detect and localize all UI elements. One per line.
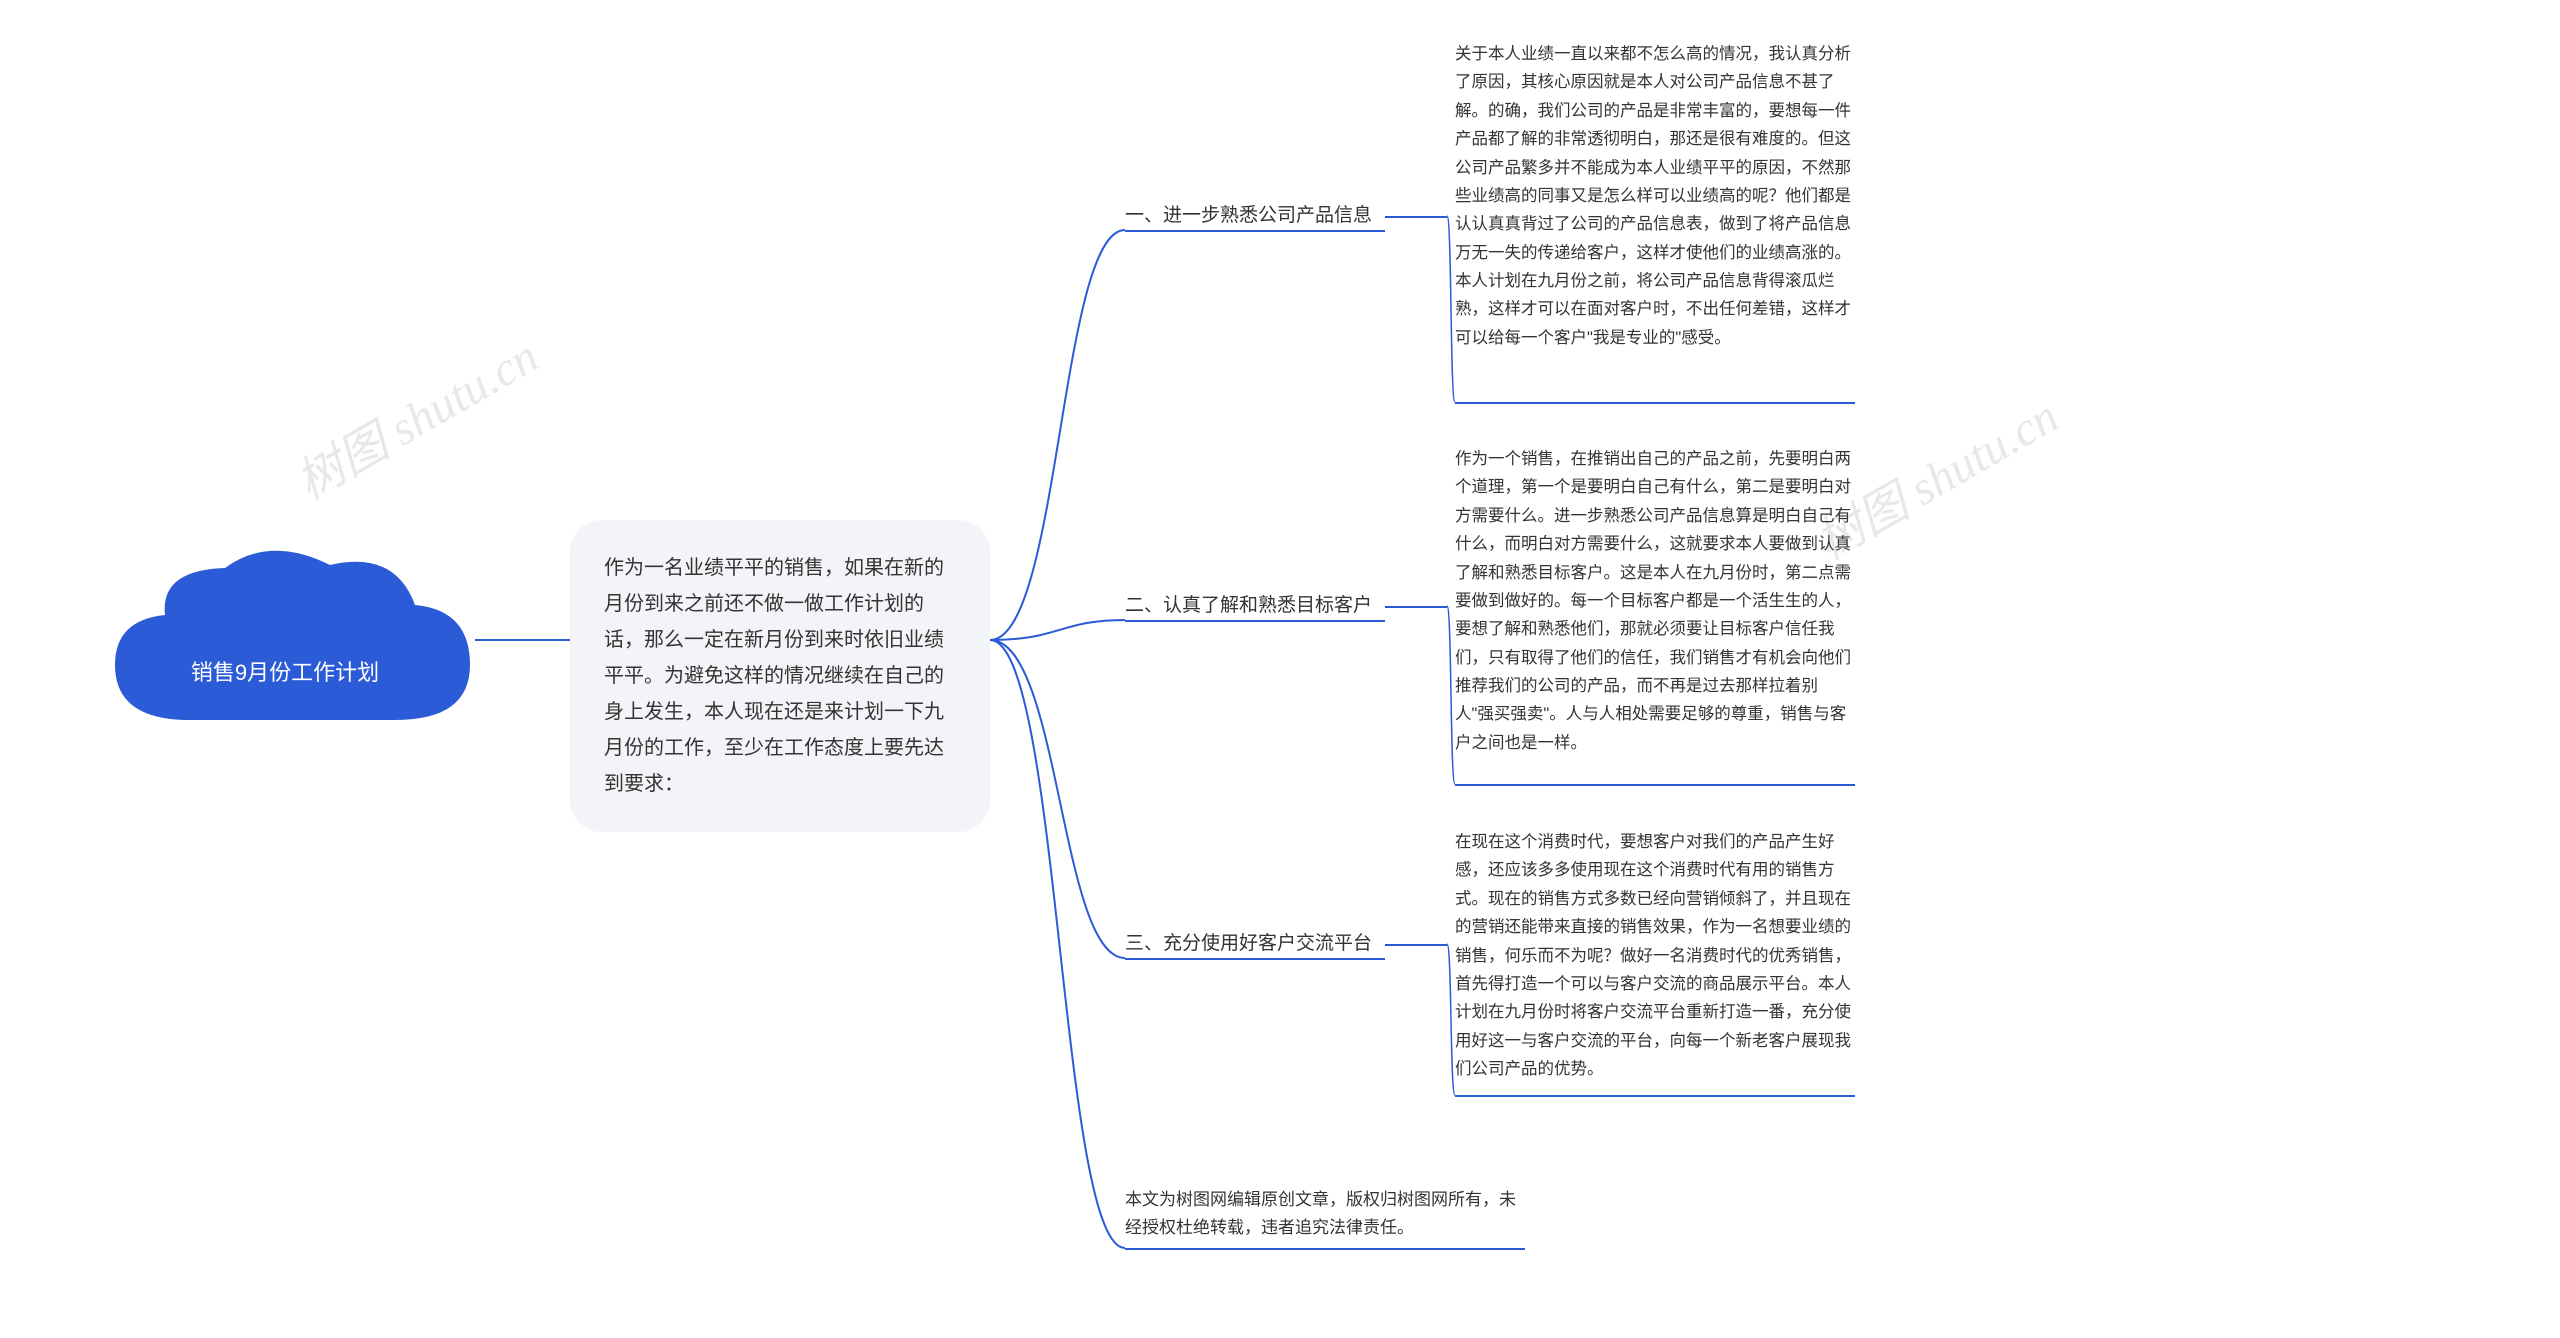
branch-connector <box>1385 944 1447 946</box>
root-node[interactable]: 销售9月份工作计划 <box>95 540 475 740</box>
branch-underline <box>1125 230 1385 232</box>
intro-text: 作为一名业绩平平的销售，如果在新的月份到来之前还不做一做工作计划的话，那么一定在… <box>604 557 944 795</box>
branch-underline <box>1125 620 1385 622</box>
branch-underline <box>1125 1248 1525 1250</box>
branch-connector <box>1385 216 1447 218</box>
root-label: 销售9月份工作计划 <box>95 655 475 687</box>
cloud-icon <box>95 540 475 740</box>
branch-node-3[interactable]: 三、充分使用好客户交流平台 <box>1125 928 1372 955</box>
leaf-underline <box>1455 784 1855 786</box>
leaf-node-2[interactable]: 作为一个销售，在推销出自己的产品之前，先要明白两个道理，第一个是要明白自己有什么… <box>1455 445 1855 757</box>
branch-connector <box>1385 606 1447 608</box>
branch-node-4[interactable]: 本文为树图网编辑原创文章，版权归树图网所有，未经授权杜绝转载，违者追究法律责任。 <box>1125 1186 1525 1242</box>
branch-underline <box>1125 958 1385 960</box>
leaf-underline <box>1455 1095 1855 1097</box>
branch-node-2[interactable]: 二、认真了解和熟悉目标客户 <box>1125 590 1372 617</box>
mindmap-canvas: 树图 shutu.cn 树图 shutu.cn 销售9月份工作计划 作为一名业绩… <box>0 0 2560 1338</box>
leaf-underline <box>1455 402 1855 404</box>
leaf-node-1[interactable]: 关于本人业绩一直以来都不怎么高的情况，我认真分析了原因，其核心原因就是本人对公司… <box>1455 40 1855 352</box>
intro-node[interactable]: 作为一名业绩平平的销售，如果在新的月份到来之前还不做一做工作计划的话，那么一定在… <box>570 520 990 832</box>
watermark-text: 树图 shutu.cn <box>281 317 549 512</box>
branch-node-1[interactable]: 一、进一步熟悉公司产品信息 <box>1125 200 1372 227</box>
leaf-node-3[interactable]: 在现在这个消费时代，要想客户对我们的产品产生好感，还应该多多使用现在这个消费时代… <box>1455 828 1855 1083</box>
